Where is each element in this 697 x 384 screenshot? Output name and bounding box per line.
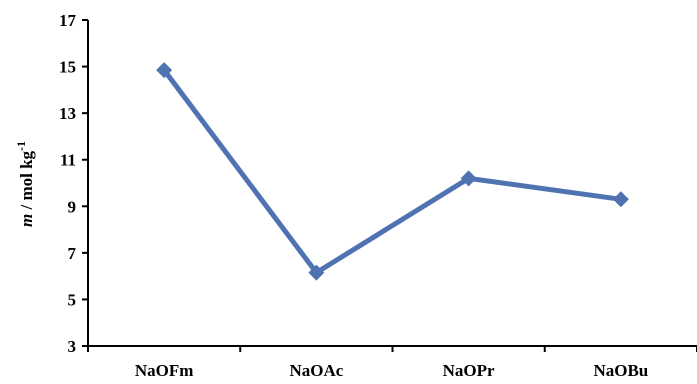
y-axis-title: m / mol kg-1	[14, 141, 36, 227]
y-tick-label: 17	[59, 11, 77, 30]
x-tick-label: NaOPr	[443, 361, 495, 380]
y-tick-label: 13	[59, 104, 76, 123]
data-point-marker	[460, 170, 477, 187]
data-point-marker	[156, 62, 173, 79]
y-axis-title-exponent: -1	[14, 141, 28, 151]
x-tick-label: NaOAc	[289, 361, 343, 380]
data-point-marker	[308, 264, 325, 281]
y-axis-title-symbol: m	[17, 214, 36, 227]
y-axis-ticks: 3 5 7 9 11 13 15 17	[59, 11, 88, 356]
series-line	[162, 68, 622, 276]
x-axis-ticks: NaOFm NaOAc NaOPr NaOBu	[87, 346, 697, 380]
y-tick-label: 3	[68, 337, 77, 356]
data-point-marker	[612, 191, 629, 208]
y-tick-label: 9	[68, 197, 77, 216]
y-tick-label: 15	[59, 58, 76, 77]
series-markers	[156, 62, 629, 281]
y-tick-label: 11	[60, 151, 76, 170]
x-tick-label: NaOFm	[135, 361, 194, 380]
y-tick-label: 5	[68, 290, 77, 309]
y-tick-label: 7	[68, 244, 77, 263]
x-tick-label: NaOBu	[593, 361, 648, 380]
y-axis-title-unit: / mol kg	[17, 150, 36, 213]
